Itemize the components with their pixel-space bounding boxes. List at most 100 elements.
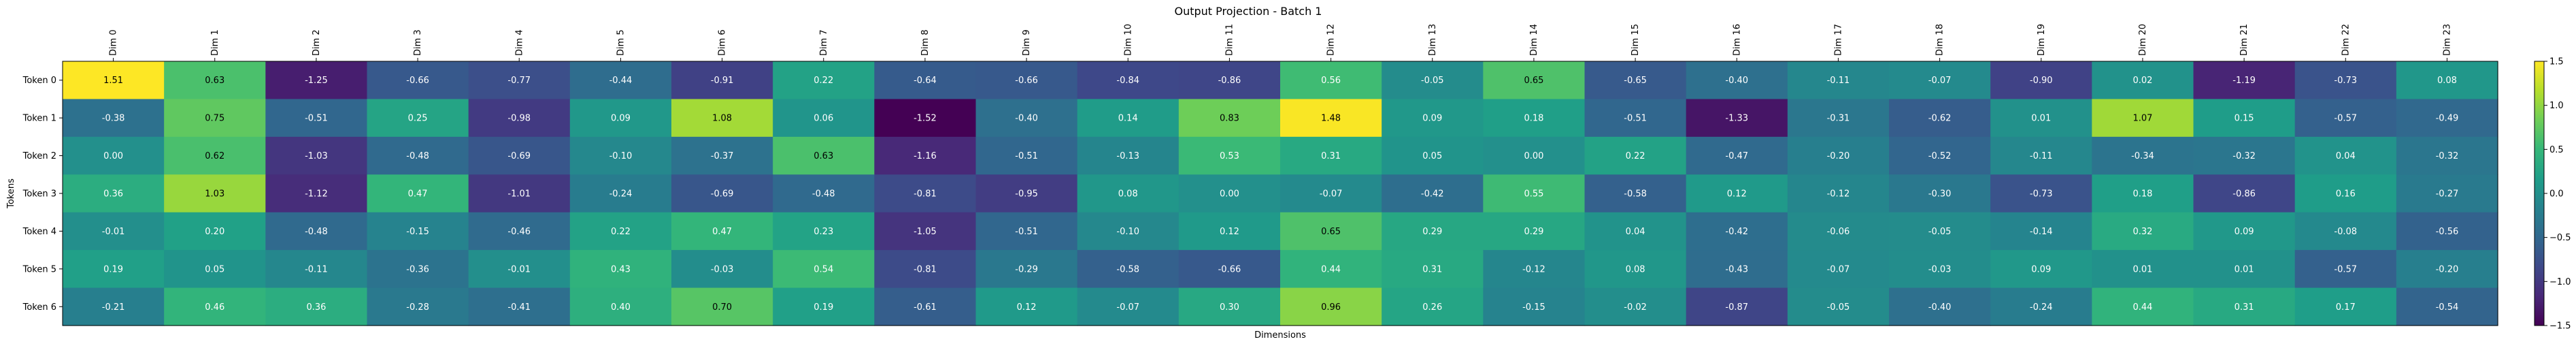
heatmap-cell [1584, 250, 1687, 289]
cell-value-label: -0.30 [1928, 189, 1952, 200]
cell-value-label: 0.22 [1626, 151, 1645, 161]
heatmap-cell [874, 136, 977, 175]
cell-value-label: -0.27 [2436, 189, 2459, 200]
heatmap-cell [874, 99, 977, 138]
x-tick-label: Dim 0 [109, 29, 119, 56]
heatmap-cell [1787, 136, 1890, 175]
heatmap-cell [1889, 136, 1991, 175]
heatmap-cell [367, 61, 469, 100]
heatmap-cell [569, 250, 672, 289]
heatmap-cell [569, 99, 672, 138]
cell-value-label: -0.32 [2232, 151, 2256, 161]
heatmap-cell [1990, 287, 2092, 326]
heatmap-cell [265, 250, 368, 289]
heatmap-cell [2396, 136, 2498, 175]
heatmap-cell [63, 250, 165, 289]
cell-value-label: 0.31 [2235, 302, 2254, 313]
heatmap-cell [1077, 250, 1180, 289]
cell-value-label: -0.51 [1015, 151, 1038, 161]
heatmap-cell [468, 212, 571, 251]
chart-title: Output Projection - Batch 1 [1175, 5, 1322, 18]
heatmap-cell [1077, 99, 1180, 138]
cell-value-label: -0.40 [1725, 76, 1748, 86]
cell-value-label: 0.25 [408, 114, 428, 124]
heatmap-cell [773, 287, 875, 326]
heatmap-cell [2193, 61, 2296, 100]
heatmap-cell [1178, 61, 1281, 100]
heatmap-cell [2193, 99, 2296, 138]
heatmap-cell [874, 287, 977, 326]
heatmap-cell [63, 212, 165, 251]
heatmap-cell [1686, 99, 1788, 138]
cell-value-label: 0.14 [1118, 114, 1138, 124]
cell-value-label: -0.47 [1725, 151, 1748, 161]
cell-value-label: -0.02 [1624, 302, 1647, 313]
y-tick-label: Token 3 [22, 189, 56, 200]
cell-value-label: 0.02 [2132, 76, 2152, 86]
cell-value-label: 0.32 [2132, 227, 2152, 237]
cell-value-label: 0.30 [1220, 302, 1239, 313]
cell-value-label: -0.36 [406, 264, 429, 274]
heatmap-cell [2092, 99, 2194, 138]
cell-value-label: 0.09 [1422, 114, 1442, 124]
cell-value-label: 0.31 [1422, 264, 1442, 274]
heatmap-cell [671, 61, 773, 100]
heatmap-cell [1280, 99, 1382, 138]
cell-value-label: 1.51 [103, 76, 123, 86]
x-tick-label: Dim 6 [718, 29, 728, 56]
heatmap-cell [874, 174, 977, 213]
heatmap-cell [975, 250, 1078, 289]
cell-value-label: 0.40 [611, 302, 631, 313]
cell-value-label: -0.05 [1827, 302, 1850, 313]
cell-value-label: 0.05 [205, 264, 224, 274]
cell-value-label: -0.64 [914, 76, 937, 86]
colorbar-tick-label: 0.5 [2549, 145, 2564, 155]
heatmap-cell [2294, 287, 2397, 326]
cell-value-label: -0.42 [1725, 227, 1748, 237]
x-tick-label: Dim 15 [1630, 24, 1641, 56]
cell-value-label: -0.58 [1624, 189, 1647, 200]
heatmap-cell [63, 61, 165, 100]
heatmap-cell [2294, 174, 2397, 213]
cell-value-label: -0.01 [507, 264, 531, 274]
heatmap-cell [1483, 99, 1586, 138]
cell-value-label: -0.41 [507, 302, 531, 313]
colorbar-tick-label: −1.0 [2549, 277, 2571, 287]
cell-value-label: -0.15 [406, 227, 429, 237]
heatmap-cell [2294, 212, 2397, 251]
cell-value-label: -0.54 [2436, 302, 2459, 313]
heatmap-cell [1382, 212, 1484, 251]
cell-value-label: 0.09 [2031, 264, 2051, 274]
cell-value-label: -0.40 [1015, 114, 1038, 124]
colorbar [2534, 61, 2545, 326]
heatmap-cell [1483, 61, 1586, 100]
heatmap-cell [1077, 136, 1180, 175]
cell-value-label: 0.15 [2235, 114, 2254, 124]
x-tick-label: Dim 4 [514, 29, 524, 56]
heatmap-cell [1787, 212, 1890, 251]
cell-value-label: -0.86 [2232, 189, 2256, 200]
cell-value-label: -0.91 [711, 76, 734, 86]
cell-value-label: 0.19 [814, 302, 833, 313]
heatmap-cell [2193, 212, 2296, 251]
cell-value-label: 0.44 [1321, 264, 1341, 274]
heatmap-cell [1584, 174, 1687, 213]
cell-value-label: 0.83 [1220, 114, 1239, 124]
heatmap-cell [975, 136, 1078, 175]
cell-value-label: 0.19 [103, 264, 123, 274]
x-tick-label: Dim 18 [1935, 24, 1945, 56]
cell-value-label: -0.66 [1218, 264, 1241, 274]
heatmap-cell [468, 99, 571, 138]
cell-value-label: 0.00 [1524, 151, 1543, 161]
x-tick-label: Dim 10 [1123, 24, 1133, 56]
cell-value-label: -0.07 [1827, 264, 1850, 274]
cell-value-label: -0.11 [305, 264, 328, 274]
heatmap-cell [2294, 136, 2397, 175]
cell-value-label: 0.01 [2031, 114, 2051, 124]
heatmap-cell [1483, 212, 1586, 251]
heatmap-cell [1280, 287, 1382, 326]
cell-value-label: -0.84 [1116, 76, 1139, 86]
cell-value-label: -0.13 [1116, 151, 1139, 161]
cell-value-label: 0.65 [1524, 76, 1543, 86]
